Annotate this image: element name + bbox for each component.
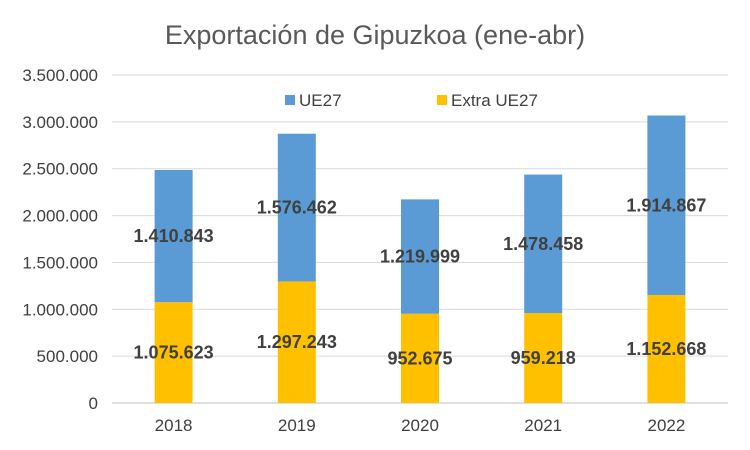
- data-label: 1.576.462: [257, 198, 337, 218]
- y-tick-label: 1.000.000: [22, 300, 98, 319]
- legend-label: Extra UE27: [451, 91, 538, 110]
- bar-segment: [401, 313, 439, 403]
- data-label: 1.914.867: [626, 195, 706, 215]
- data-label: 959.218: [511, 348, 576, 368]
- y-tick-label: 2.500.000: [22, 160, 98, 179]
- y-tick-label: 3.000.000: [22, 113, 98, 132]
- bar-stack-2020: 952.675 1.219.999: [380, 199, 460, 403]
- y-axis-ticks: 0 500.000 1.000.000 1.500.000 2.000.000 2.500…: [22, 66, 98, 413]
- x-tick-label: 2021: [524, 416, 562, 435]
- bar-segment: [277, 133, 316, 282]
- legend: UE27 Extra UE27: [285, 91, 538, 110]
- data-label: 1.075.623: [134, 343, 214, 363]
- x-axis-ticks: 2018 2019 2020 2021 2022: [155, 416, 686, 435]
- data-label: 952.675: [387, 348, 452, 368]
- bar-stack-2018: 1.075.623 1.410.843: [134, 169, 214, 403]
- x-tick-label: 2022: [647, 416, 685, 435]
- x-tick-label: 2018: [155, 416, 193, 435]
- bars: 1.075.623 1.410.843 1.297.243 1.576.462 952.…: [134, 115, 706, 403]
- bar-segment: [154, 169, 193, 303]
- data-label: 1.410.843: [134, 226, 214, 246]
- y-tick-label: 500.000: [37, 347, 98, 366]
- legend-swatch: [437, 95, 447, 105]
- data-label: 1.478.458: [503, 234, 583, 254]
- y-tick-label: 1.500.000: [22, 253, 98, 272]
- legend-label: UE27: [299, 91, 342, 110]
- bar-segment: [154, 302, 193, 403]
- bar-stack-2022: 1.152.668 1.914.867: [626, 115, 706, 403]
- legend-swatch: [285, 95, 295, 105]
- bar-segment: [401, 199, 439, 314]
- y-tick-label: 3.500.000: [22, 66, 98, 85]
- bar-segment: [524, 313, 563, 403]
- data-label: 1.152.668: [626, 339, 706, 359]
- x-tick-label: 2019: [278, 416, 316, 435]
- data-label: 1.297.243: [257, 332, 337, 352]
- bar-stack-2019: 1.297.243 1.576.462: [257, 133, 337, 403]
- chart-title: Exportación de Gipuzkoa (ene-abr): [165, 20, 585, 50]
- bar-segment: [647, 115, 686, 295]
- y-tick-label: 2.000.000: [22, 207, 98, 226]
- bar-segment: [524, 174, 563, 314]
- y-tick-label: 0: [89, 394, 98, 413]
- bar-stack-2021: 959.218 1.478.458: [503, 174, 583, 403]
- data-label: 1.219.999: [380, 247, 460, 267]
- bar-segment: [277, 281, 316, 403]
- x-tick-label: 2020: [401, 416, 439, 435]
- bar-segment: [647, 294, 686, 403]
